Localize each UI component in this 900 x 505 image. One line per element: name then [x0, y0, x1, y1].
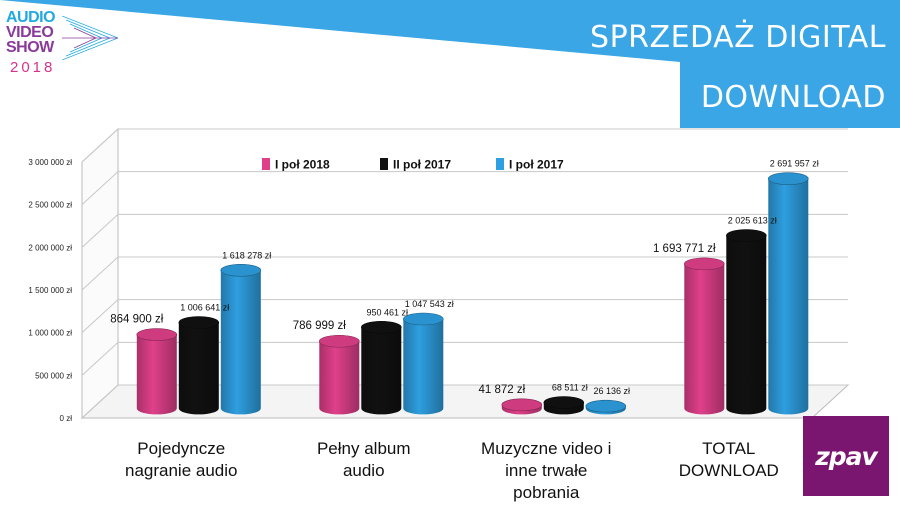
bar-body: [403, 319, 444, 415]
category-label-line: nagranie audio: [125, 461, 237, 480]
y-tick-label: 2 500 000 zł: [28, 201, 72, 210]
y-axis-ticks: 0 zł 500 000 zł 1 000 000 zł 1 500 000 zł 2 …: [28, 158, 72, 423]
category-label: Pojedyncze nagranie audio: [125, 439, 237, 480]
bar-top: [501, 398, 543, 412]
category-label: TOTAL DOWNLOAD: [679, 439, 779, 480]
bar-body: [178, 322, 219, 415]
data-label: 41 872 zł: [478, 384, 525, 396]
y-tick-label: 1 500 000 zł: [28, 286, 72, 295]
legend-label: I poł 2017: [509, 158, 564, 172]
bar-body: [136, 334, 177, 415]
bar: [725, 229, 767, 415]
bar-top: [683, 257, 725, 271]
data-label: 1 047 543 zł: [405, 299, 454, 309]
data-label: 1 693 771 zł: [653, 243, 716, 255]
category-label: Pełny album audio: [317, 439, 411, 480]
y-tick-label: 500 000 zł: [35, 371, 72, 380]
bar-body: [361, 327, 402, 415]
bar-top: [402, 312, 444, 326]
bar-top: [178, 316, 220, 329]
bar: [683, 257, 725, 415]
data-label: 2 691 957 zł: [770, 159, 819, 169]
chart-gridlines: [81, 128, 848, 419]
category-label-line: audio: [343, 461, 385, 480]
audio-video-show-logo: AUDIO VIDEO SHOW 2018: [6, 6, 118, 78]
data-label: 864 900 zł: [110, 314, 164, 326]
gridline: [81, 341, 848, 376]
play-triangle-icon: [62, 16, 118, 60]
bar-top: [318, 334, 360, 348]
legend-swatch: [262, 158, 270, 170]
y-tick-label: 1 000 000 zł: [28, 329, 72, 338]
legend-swatch: [496, 158, 504, 170]
data-label: 950 461 zł: [367, 307, 409, 317]
bar: [318, 334, 360, 415]
bar: [178, 316, 220, 415]
logo-line-video: VIDEO: [6, 24, 54, 41]
bar-top: [136, 328, 178, 341]
legend-label: II poł 2017: [393, 158, 451, 172]
logo-line-show: SHOW: [6, 39, 54, 56]
category-label-line: Pojedyncze: [137, 439, 225, 458]
bar: [360, 320, 402, 415]
bar-body: [726, 235, 767, 415]
bar: [402, 312, 444, 415]
x-axis-categories: Pojedyncze nagranie audio Pełny album audio…: [125, 439, 779, 502]
category-label-line: inne trwałe: [505, 461, 587, 480]
category-label-line: DOWNLOAD: [679, 461, 779, 480]
bar-top: [360, 320, 402, 334]
data-label: 68 511 zł: [552, 383, 588, 393]
gridline: [81, 256, 848, 291]
bar: [220, 264, 262, 415]
data-label: 26 136 zł: [594, 386, 631, 396]
bar: [136, 328, 178, 415]
legend-label: I poł 2018: [275, 158, 330, 172]
category-label-line: pobrania: [513, 483, 580, 502]
y-tick-label: 2 000 000 zł: [28, 243, 72, 252]
y-tick-label: 0 zł: [60, 414, 73, 423]
bar-top: [220, 264, 262, 277]
category-label-line: Pełny album: [317, 439, 411, 458]
bar-body: [684, 263, 725, 415]
logo-line-audio: AUDIO: [6, 9, 56, 26]
bar-top: [767, 172, 809, 185]
gridline: [81, 384, 848, 419]
page-title-line1: SPRZEDAŻ DIGITAL: [590, 20, 886, 55]
bar-body: [768, 178, 809, 415]
bar: [585, 399, 627, 415]
category-label: Muzyczne video i inne trwałe pobrania: [481, 439, 611, 502]
gridline: [81, 171, 848, 206]
zpav-logo: zpav: [803, 416, 889, 496]
data-label: 1 006 641 zł: [180, 302, 229, 312]
gridline: [81, 213, 848, 248]
bar-body: [319, 341, 360, 415]
bar-top: [585, 399, 627, 413]
bar-body: [220, 270, 261, 415]
chart-bars: [136, 172, 809, 415]
header-banner: [0, 0, 900, 128]
zpav-logo-text: zpav: [815, 441, 878, 471]
bar-top: [543, 396, 585, 409]
data-label: 786 999 zł: [293, 320, 347, 332]
y-tick-label: 3 000 000 zł: [28, 158, 72, 167]
banner-shape: [0, 0, 900, 128]
data-label: 1 618 278 zł: [222, 250, 271, 260]
logo-year: 2018: [10, 59, 56, 76]
category-label-line: Muzyczne video i: [481, 439, 611, 458]
chart-legend: I poł 2018 II poł 2017 I poł 2017: [262, 158, 564, 172]
bar: [501, 398, 543, 415]
bar-top: [725, 229, 767, 242]
gridline: [81, 299, 848, 334]
bar: [767, 172, 809, 415]
data-label: 2 025 613 zł: [728, 216, 777, 226]
gridline: [81, 128, 848, 163]
bar: [543, 396, 585, 415]
page-title-line2: DOWNLOAD: [700, 80, 886, 115]
category-label-line: TOTAL: [702, 439, 755, 458]
data-labels: 864 900 zł 1 006 641 zł 1 618 278 zł 786 99…: [110, 159, 819, 396]
legend-swatch: [380, 158, 388, 170]
